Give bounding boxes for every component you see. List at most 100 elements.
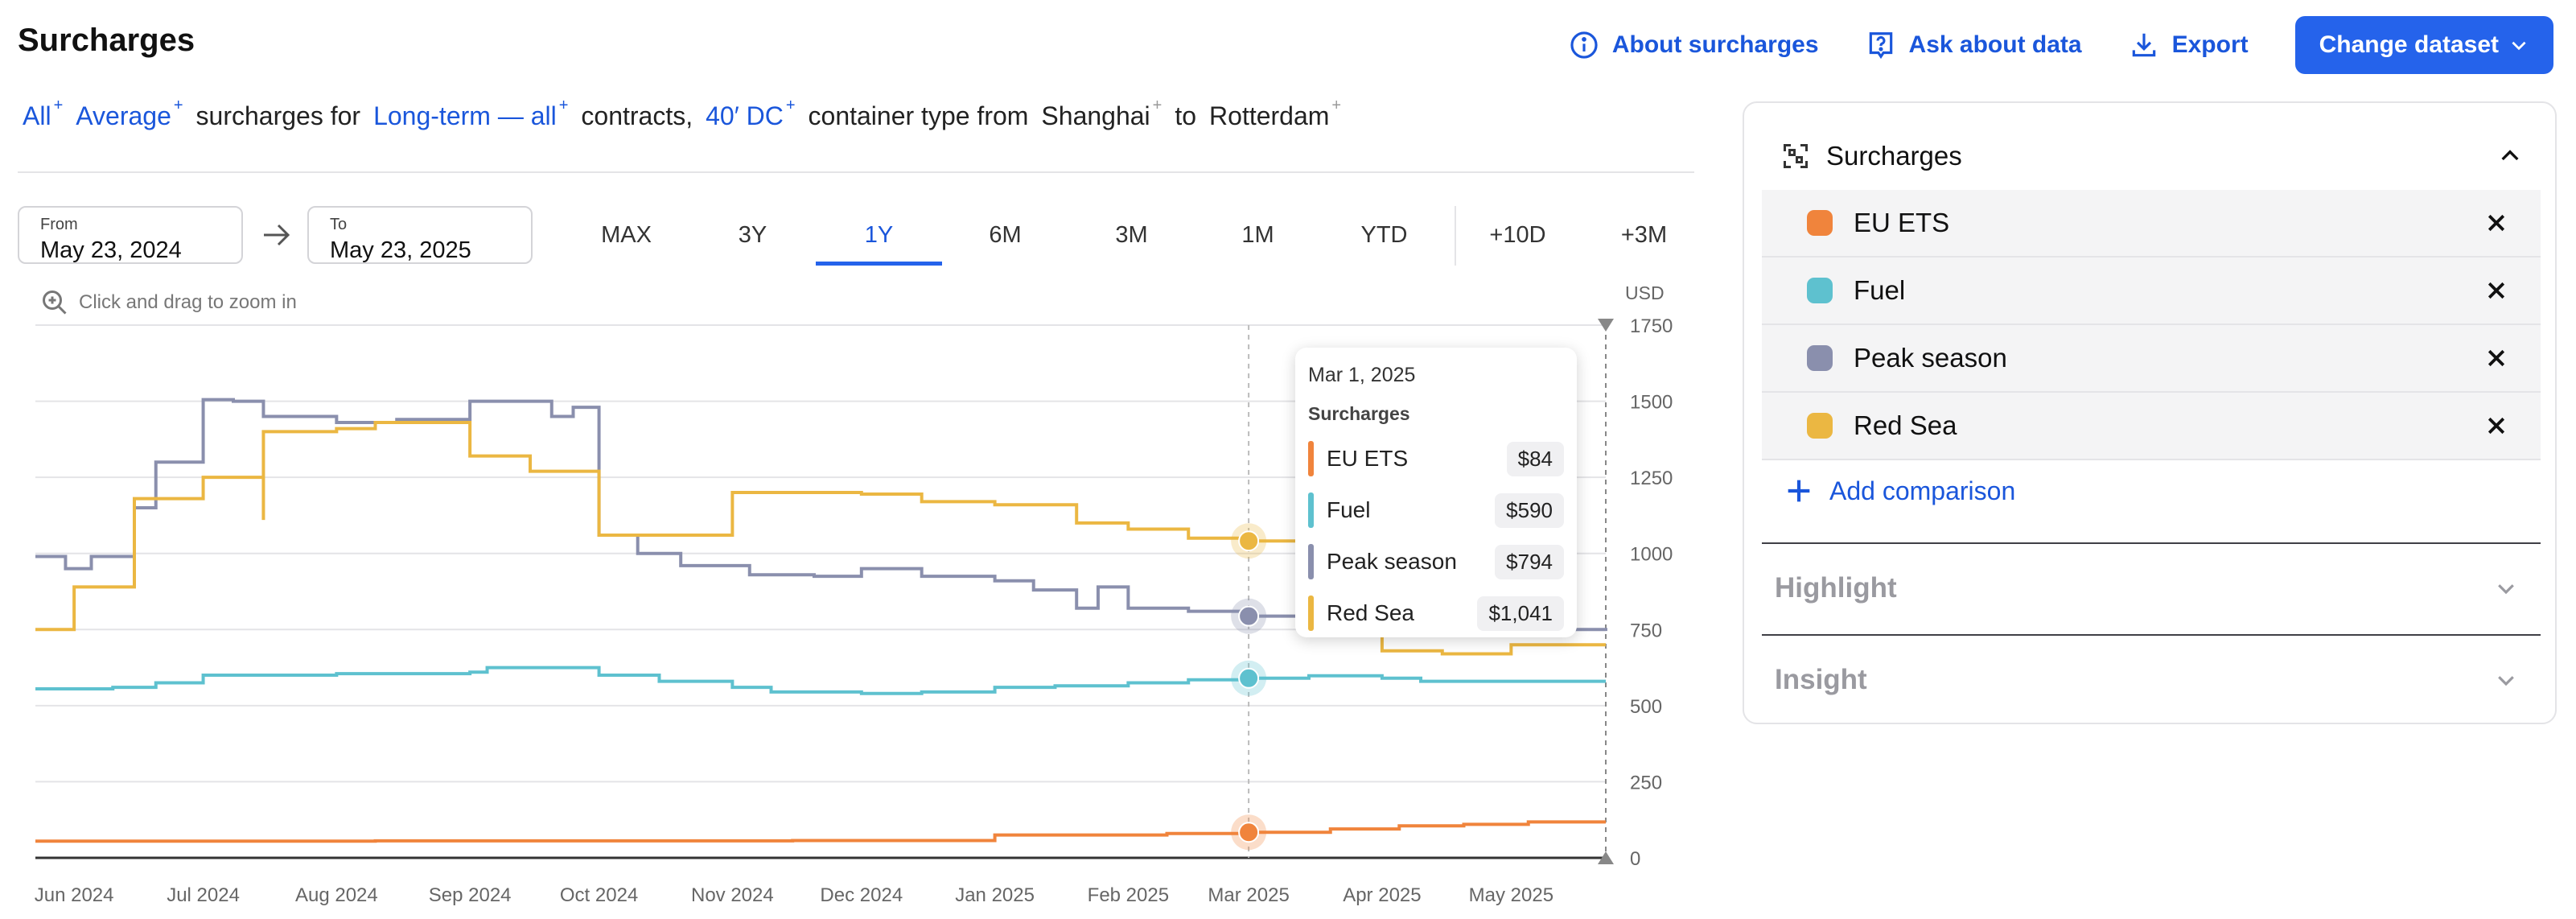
export-label: Export <box>2171 31 2249 58</box>
y-tick-label: 1500 <box>1630 392 1673 414</box>
surcharge-label: Fuel <box>1854 275 1906 305</box>
to-label: To <box>330 216 348 233</box>
query-text-1: surcharges for <box>195 101 361 130</box>
close-icon[interactable] <box>2484 414 2508 438</box>
query-text-2: contracts, <box>581 101 693 130</box>
add-comparison-button[interactable]: Add comparison <box>1783 475 2015 507</box>
add-comparison-label: Add comparison <box>1829 476 2016 505</box>
panel-title: Surcharges <box>1826 141 1962 171</box>
origin-selector[interactable]: Shanghai + <box>1041 97 1162 130</box>
range-tab-1m[interactable]: 1M <box>1241 222 1274 248</box>
cursor-marker <box>1238 530 1260 552</box>
range-tab-3m[interactable]: 3M <box>1115 222 1148 248</box>
surcharge-label: Peak season <box>1854 343 2007 373</box>
series-line-eu-ets <box>35 820 1606 843</box>
end-marker-top <box>1598 319 1614 332</box>
tooltip-series-value: $794 <box>1495 544 1564 579</box>
x-tick-label: Dec 2024 <box>820 884 903 906</box>
range-tab-max[interactable]: MAX <box>601 222 652 248</box>
aggregation-selector[interactable]: Average + <box>76 97 183 130</box>
y-tick-label: 250 <box>1630 772 1662 793</box>
from-label: From <box>40 216 78 233</box>
change-dataset-button[interactable]: Change dataset <box>2294 16 2553 74</box>
x-tick-label: Aug 2024 <box>295 884 378 906</box>
download-icon <box>2132 33 2155 57</box>
range-tab-6m[interactable]: 6M <box>989 222 1022 248</box>
surcharge-list: EU ETS Fuel Peak season Red Sea <box>1762 190 2541 460</box>
y-tick-label: 1000 <box>1630 544 1673 566</box>
y-axis-unit: USD <box>1625 282 1665 303</box>
change-dataset-label: Change dataset <box>2319 31 2499 58</box>
series-line-peak-season <box>35 398 1607 632</box>
x-tick-label: Oct 2024 <box>560 884 638 906</box>
tooltip-series-name: Red Sea <box>1327 600 1414 625</box>
color-swatch <box>1807 413 1833 439</box>
series-select-icon <box>1784 144 1808 168</box>
tooltip-swatch <box>1308 492 1314 528</box>
y-tick-label: 1250 <box>1630 468 1673 489</box>
close-icon[interactable] <box>2484 346 2508 370</box>
x-tick-label: Apr 2025 <box>1343 884 1421 906</box>
range-separator <box>1455 206 1456 266</box>
header-divider <box>18 171 1694 173</box>
export-button[interactable]: Export <box>2129 30 2249 60</box>
ask-about-data-link[interactable]: Ask about data <box>1866 30 2082 60</box>
surcharge-item-red-sea[interactable]: Red Sea <box>1762 393 2541 460</box>
tooltip-heading: Surcharges <box>1308 403 1410 424</box>
cursor-marker <box>1238 822 1260 843</box>
cursor-marker <box>1238 605 1260 627</box>
question-chat-icon <box>1869 32 1892 60</box>
x-tick-label: Feb 2025 <box>1088 884 1169 906</box>
x-tick-label: May 2025 <box>1469 884 1553 906</box>
surcharge-item-peak-season[interactable]: Peak season <box>1762 325 2541 393</box>
color-swatch <box>1807 210 1833 236</box>
chevron-down-icon <box>2512 41 2526 51</box>
chevron-up-icon[interactable] <box>2497 143 2523 169</box>
range-tab-3y[interactable]: 3Y <box>738 222 767 248</box>
to-date-field[interactable]: To May 23, 2025 <box>307 206 533 264</box>
page-title: Surcharges <box>18 23 195 58</box>
surcharges-panel-header[interactable]: Surcharges <box>1781 132 2523 180</box>
insight-section[interactable]: Insight <box>1762 634 2541 724</box>
range-tab-ytd[interactable]: YTD <box>1360 222 1408 248</box>
query-text-3: container type from <box>808 101 1029 130</box>
end-marker-bottom <box>1598 851 1614 864</box>
zoom-hint-label: Click and drag to zoom in <box>79 291 297 313</box>
chevron-down-icon <box>2498 676 2514 686</box>
highlight-section[interactable]: Highlight <box>1762 542 2541 633</box>
query-text-4: to <box>1175 101 1197 130</box>
surcharge-label: Red Sea <box>1854 410 1957 440</box>
to-value: May 23, 2025 <box>330 237 471 263</box>
tooltip-series-value: $590 <box>1495 492 1564 528</box>
y-tick-label: 750 <box>1630 620 1662 641</box>
range-tab-plus-10d[interactable]: +10D <box>1489 222 1546 248</box>
range-tab-plus-3m[interactable]: +3M <box>1620 222 1668 248</box>
y-tick-label: 500 <box>1630 696 1662 718</box>
tooltip-series-value: $1,041 <box>1477 595 1564 631</box>
about-surcharges-link[interactable]: About surcharges <box>1569 30 1819 60</box>
tooltip-swatch <box>1308 441 1314 476</box>
zoom-in-icon <box>43 291 67 315</box>
header-actions: About surcharges Ask about data Export C… <box>1569 16 2553 74</box>
chart-tooltip: Mar 1, 2025 Surcharges EU ETS $84 Fuel $… <box>1295 348 1577 637</box>
tooltip-series-name: Peak season <box>1327 549 1457 574</box>
x-tick-label: Nov 2024 <box>691 884 774 906</box>
from-date-field[interactable]: From May 23, 2024 <box>18 206 243 264</box>
x-tick-label: Mar 2025 <box>1208 884 1289 906</box>
close-icon[interactable] <box>2484 211 2508 235</box>
tooltip-series-name: EU ETS <box>1327 446 1409 471</box>
info-icon <box>1570 31 1598 59</box>
surcharge-item-eu-ets[interactable]: EU ETS <box>1762 190 2541 258</box>
surcharges-chart[interactable]: 0 250 500 750 1000 1250 1500 1750 USD Jun 2024 Jul… <box>0 0 1706 919</box>
destination-selector[interactable]: Rotterdam + <box>1209 97 1342 130</box>
container-selector[interactable]: 40′ DC + <box>706 97 796 130</box>
chevron-down-icon <box>2498 584 2514 595</box>
contract-selector[interactable]: Long-term — all + <box>373 97 569 130</box>
highlight-label: Highlight <box>1775 572 1897 604</box>
range-tab-1y[interactable]: 1Y <box>816 211 942 266</box>
y-tick-label: 0 <box>1630 848 1640 870</box>
scope-selector[interactable]: All + <box>23 97 64 130</box>
plus-icon <box>1788 480 1810 502</box>
surcharge-item-fuel[interactable]: Fuel <box>1762 258 2541 325</box>
close-icon[interactable] <box>2484 278 2508 303</box>
